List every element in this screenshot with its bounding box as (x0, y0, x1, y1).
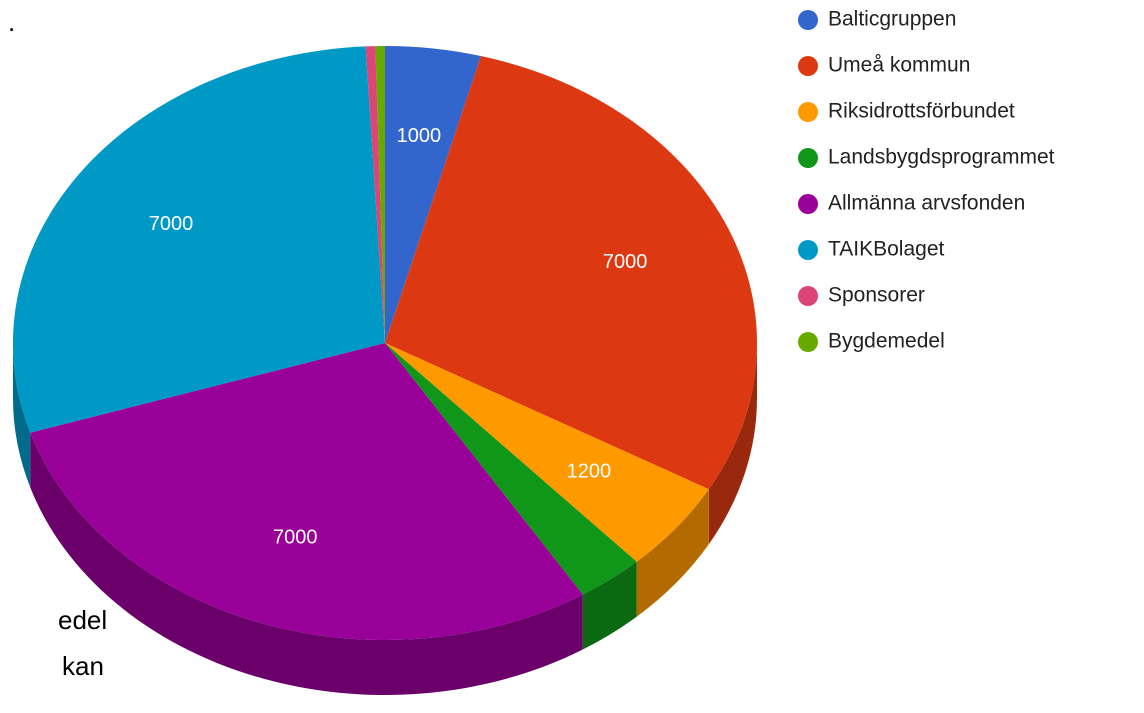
slice (375, 46, 385, 343)
background-text: kan (62, 651, 104, 681)
legend-swatch (798, 102, 818, 122)
data-label: 7000 (273, 526, 318, 548)
legend-swatch (798, 240, 818, 260)
legend-swatch (798, 332, 818, 352)
slice-side (636, 489, 709, 617)
legend-label: Allmänna arvsfonden (828, 192, 1025, 215)
slice (385, 343, 709, 562)
slice-side (708, 343, 757, 545)
data-label: 1000 (397, 125, 442, 147)
slice (385, 46, 481, 343)
legend-label: Bygdemedel (828, 330, 945, 353)
slice (385, 343, 637, 595)
legend-label: Landsbygdsprogrammet (828, 146, 1055, 169)
legend-label: Balticgruppen (828, 8, 956, 31)
slice (385, 56, 757, 490)
legend-label: TAIKBolaget (828, 238, 945, 261)
slice (30, 343, 583, 640)
slice (365, 46, 385, 344)
slice-side (582, 561, 637, 650)
legend-label: Sponsorer (828, 284, 925, 307)
legend-swatch (798, 10, 818, 30)
data-label: 7000 (149, 213, 194, 235)
background-text: edel (58, 605, 107, 635)
legend-swatch (798, 286, 818, 306)
legend-label: Riksidrottsförbundet (828, 100, 1015, 123)
legend-swatch (798, 194, 818, 214)
legend-swatch (798, 148, 818, 168)
slice (13, 46, 385, 433)
slice-side (13, 343, 31, 488)
legend-swatch (798, 56, 818, 76)
slice-side (30, 432, 583, 695)
data-label: 1200 (567, 461, 612, 483)
background-text: . (8, 7, 15, 37)
data-label: 7000 (603, 251, 648, 273)
legend-label: Umeå kommun (828, 54, 970, 77)
